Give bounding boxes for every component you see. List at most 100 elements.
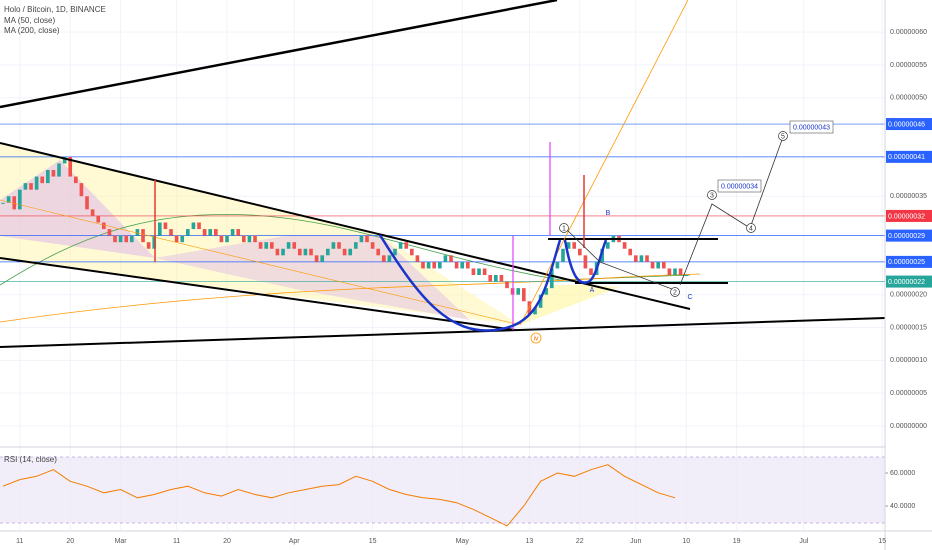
candle — [40, 176, 45, 184]
rsi-line — [2, 464, 676, 527]
candle — [202, 229, 207, 236]
indicator-label: MA (50, close) — [4, 16, 55, 25]
x-tick-label: 11 — [173, 538, 180, 545]
annotation: 0.00000034 — [721, 183, 758, 190]
price-tag — [886, 229, 932, 242]
candle — [247, 235, 252, 243]
candle — [258, 242, 263, 249]
fib-line — [0, 199, 521, 326]
candle — [141, 229, 145, 243]
candle — [437, 261, 442, 269]
wave-circle — [559, 223, 569, 233]
candle — [23, 183, 28, 190]
candle — [426, 261, 431, 269]
candle — [57, 163, 61, 177]
candle — [572, 242, 577, 249]
candle — [488, 275, 493, 282]
candle — [96, 215, 101, 223]
candle — [359, 235, 364, 243]
x-tick-label: 20 — [66, 538, 74, 545]
price-tag — [886, 275, 932, 288]
candle — [673, 268, 677, 276]
wave-label: 1 — [562, 225, 566, 232]
candle — [253, 235, 257, 243]
candle — [68, 156, 73, 177]
channel-upper — [0, 142, 691, 310]
candle — [533, 307, 537, 315]
pattern-fill — [520, 285, 620, 325]
candle — [197, 222, 201, 230]
candle — [684, 275, 689, 277]
pattern-fill — [0, 160, 155, 258]
candle — [454, 261, 459, 269]
candle — [102, 222, 106, 230]
wave-circle — [670, 287, 680, 297]
candle — [152, 235, 157, 249]
candle — [521, 288, 526, 302]
candle — [516, 288, 521, 295]
candle — [387, 255, 392, 262]
candle — [230, 229, 235, 236]
candle — [348, 248, 353, 256]
candle — [471, 268, 476, 276]
candle — [303, 248, 308, 256]
candle — [219, 235, 224, 243]
candle — [421, 261, 425, 269]
candle — [465, 261, 470, 269]
candle — [449, 255, 453, 262]
candle — [505, 281, 509, 289]
wave-label: A — [590, 287, 595, 294]
candle — [191, 222, 196, 230]
candle — [18, 189, 22, 210]
candle — [169, 229, 173, 236]
wave-labels: 1 2 3 4 5 A B C iv — [530, 131, 788, 344]
candle — [90, 209, 95, 216]
candle — [482, 268, 487, 276]
cup-curve — [378, 234, 562, 332]
x-tick-label: Jun — [630, 538, 641, 545]
price-tag — [886, 150, 932, 163]
candle — [656, 261, 661, 269]
candle — [286, 242, 291, 249]
x-tick-label: 22 — [576, 538, 584, 545]
candle — [622, 242, 627, 249]
candle — [113, 235, 117, 243]
candle — [583, 255, 588, 269]
candle — [264, 242, 269, 249]
annotation: 0.00000043 — [793, 124, 830, 131]
channel-lower — [0, 257, 516, 331]
candle — [314, 255, 319, 262]
candle — [309, 248, 313, 256]
price-tag-label: 0.00000025 — [888, 259, 925, 266]
x-tick-label: Mar — [115, 538, 128, 545]
chart-title: Holo / Bitcoin, 1D, BINANCE — [4, 5, 106, 14]
price-tag-label: 0.00000032 — [888, 213, 925, 220]
candle — [12, 196, 17, 210]
price-tag-label: 0.00000022 — [888, 279, 925, 286]
candle — [398, 242, 403, 249]
price-tag-label: 0.00000029 — [888, 233, 925, 240]
candle — [561, 248, 565, 262]
wave-label: 3 — [710, 192, 714, 199]
price-tag-label: 0.00000041 — [888, 154, 925, 161]
candle — [460, 261, 465, 269]
x-tick-label: Apr — [289, 538, 301, 545]
price-tag — [886, 209, 932, 222]
candle — [51, 169, 56, 177]
candle — [353, 242, 358, 249]
candle — [297, 248, 302, 256]
candle — [404, 242, 409, 249]
candle — [325, 248, 330, 256]
y-tick-label: 0.00000010 — [890, 357, 927, 364]
wave-label: 2 — [673, 289, 677, 296]
candle — [376, 248, 381, 256]
candle — [342, 248, 347, 256]
candle — [370, 242, 375, 249]
candle — [477, 268, 481, 276]
y-tick-label: 0.00000050 — [890, 95, 927, 102]
candle — [393, 248, 397, 256]
rsi-band — [0, 457, 885, 523]
indicator-label: MA (200, close) — [4, 26, 60, 35]
candle — [555, 261, 560, 269]
candle — [130, 235, 134, 243]
